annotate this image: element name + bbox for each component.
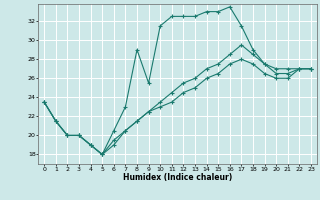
- X-axis label: Humidex (Indice chaleur): Humidex (Indice chaleur): [123, 173, 232, 182]
